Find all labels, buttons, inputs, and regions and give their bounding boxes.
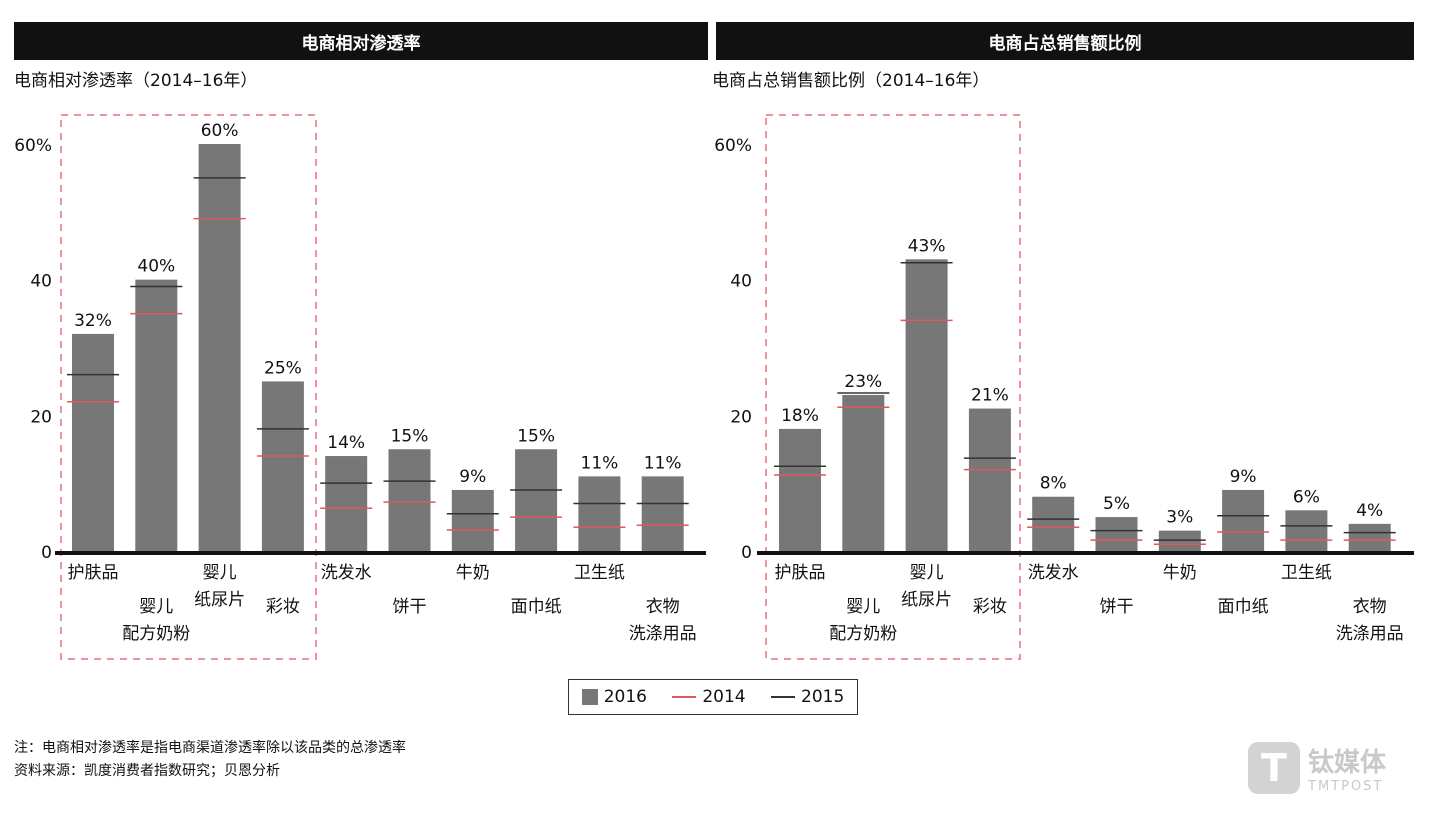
category-label: 护肤品 xyxy=(68,563,119,583)
watermark-logo: T 钛媒体 TMTPOST xyxy=(1248,742,1386,794)
legend-label: 2014 xyxy=(702,687,746,707)
bar-2016 xyxy=(451,489,494,551)
bar-2016 xyxy=(905,259,948,551)
data-label: 32% xyxy=(74,311,112,331)
left-chart-header: 电商相对渗透率 xyxy=(14,22,708,60)
data-label: 43% xyxy=(908,236,946,256)
data-label: 25% xyxy=(264,358,302,378)
right-chart-header: 电商占总销售额比例 xyxy=(716,22,1414,60)
y-tick-label: 20 xyxy=(730,407,752,427)
data-label: 6% xyxy=(1293,487,1320,507)
left-chart-title: 电商相对渗透率（2014–16年） xyxy=(14,71,258,91)
category-label: 衣物 xyxy=(1353,597,1387,617)
category-label: 饼干 xyxy=(393,597,427,617)
y-tick-label: 60% xyxy=(714,136,752,156)
category-label: 婴儿 xyxy=(846,597,880,617)
bar-2016 xyxy=(1095,517,1138,551)
bar-2016 xyxy=(578,476,621,551)
data-label: 21% xyxy=(971,386,1009,406)
category-label: 卫生纸 xyxy=(1281,563,1332,583)
data-label: 14% xyxy=(327,433,365,453)
category-label: 洗涤用品 xyxy=(629,624,697,644)
data-label: 11% xyxy=(581,453,619,473)
y-tick-label: 40 xyxy=(30,272,52,292)
data-label: 11% xyxy=(644,453,682,473)
highlight-box xyxy=(60,114,317,660)
data-label: 23% xyxy=(844,372,882,392)
category-label: 饼干 xyxy=(1100,597,1134,617)
data-label: 9% xyxy=(1230,467,1257,487)
legend-label: 2015 xyxy=(801,687,845,707)
bar-2016 xyxy=(968,408,1011,551)
category-label: 纸尿片 xyxy=(194,590,245,610)
data-label: 18% xyxy=(781,406,819,426)
tmtpost-logo-icon: T xyxy=(1248,742,1300,794)
legend-2014: 2014 xyxy=(672,687,746,707)
category-label: 配方奶粉 xyxy=(122,624,190,644)
bar-2016 xyxy=(1032,496,1075,551)
source-note: 资料来源：凯度消费者指数研究；贝恩分析 xyxy=(14,763,280,779)
category-label: 纸尿片 xyxy=(901,590,952,610)
y-tick-label: 40 xyxy=(730,272,752,292)
bar-2016 xyxy=(1348,523,1391,551)
bar-2016 xyxy=(135,279,178,551)
legend-2016: 2016 xyxy=(581,687,647,707)
category-label: 彩妆 xyxy=(973,597,1007,617)
category-label: 牛奶 xyxy=(456,563,490,583)
bar-2016 xyxy=(198,144,241,551)
bar-2016 xyxy=(641,476,684,551)
bar-2016 xyxy=(261,381,304,551)
data-label: 3% xyxy=(1166,508,1193,528)
legend-label: 2016 xyxy=(603,687,647,707)
bar-2016 xyxy=(779,428,821,551)
category-label: 护肤品 xyxy=(775,563,826,583)
bar-2016 xyxy=(325,456,368,551)
data-label: 60% xyxy=(201,121,239,141)
data-label: 15% xyxy=(517,426,555,446)
category-label: 婴儿 xyxy=(139,597,173,617)
data-label: 8% xyxy=(1040,474,1067,494)
y-tick-label: 20 xyxy=(30,407,52,427)
data-label: 15% xyxy=(391,426,429,446)
category-label: 洗涤用品 xyxy=(1336,624,1404,644)
category-label: 衣物 xyxy=(646,597,680,617)
y-tick-label: 0 xyxy=(41,543,52,563)
category-label: 婴儿 xyxy=(203,563,237,583)
bar-2016 xyxy=(388,449,431,551)
legend-swatch-line xyxy=(771,696,795,698)
bar-2016 xyxy=(515,449,558,551)
bar-2016 xyxy=(1222,489,1265,551)
legend-swatch-bar xyxy=(581,689,598,705)
category-label: 面巾纸 xyxy=(1218,597,1269,617)
legend-2015: 2015 xyxy=(771,687,844,707)
bar-2016 xyxy=(842,394,885,551)
bar-2016 xyxy=(1285,510,1328,551)
category-label: 牛奶 xyxy=(1163,563,1197,583)
right-chart-title: 电商占总销售额比例（2014–16年） xyxy=(712,71,990,91)
y-tick-label: 0 xyxy=(741,543,752,563)
category-label: 卫生纸 xyxy=(574,563,625,583)
bar-2016 xyxy=(72,333,114,551)
data-label: 9% xyxy=(459,467,486,487)
data-label: 4% xyxy=(1356,501,1383,521)
y-tick-label: 60% xyxy=(14,136,52,156)
category-label: 洗发水 xyxy=(321,563,372,583)
category-label: 彩妆 xyxy=(266,597,300,617)
category-label: 婴儿 xyxy=(910,563,944,583)
legend: 2016 2014 2015 xyxy=(568,679,858,715)
footnote: 注：电商相对渗透率是指电商渠道渗透率除以该品类的总渗透率 xyxy=(14,740,406,756)
category-label: 配方奶粉 xyxy=(829,624,897,644)
data-label: 40% xyxy=(137,257,175,277)
legend-swatch-line xyxy=(672,696,697,698)
category-label: 洗发水 xyxy=(1028,563,1079,583)
highlight-box xyxy=(765,114,1021,660)
category-label: 面巾纸 xyxy=(511,597,562,617)
data-label: 5% xyxy=(1103,494,1130,514)
